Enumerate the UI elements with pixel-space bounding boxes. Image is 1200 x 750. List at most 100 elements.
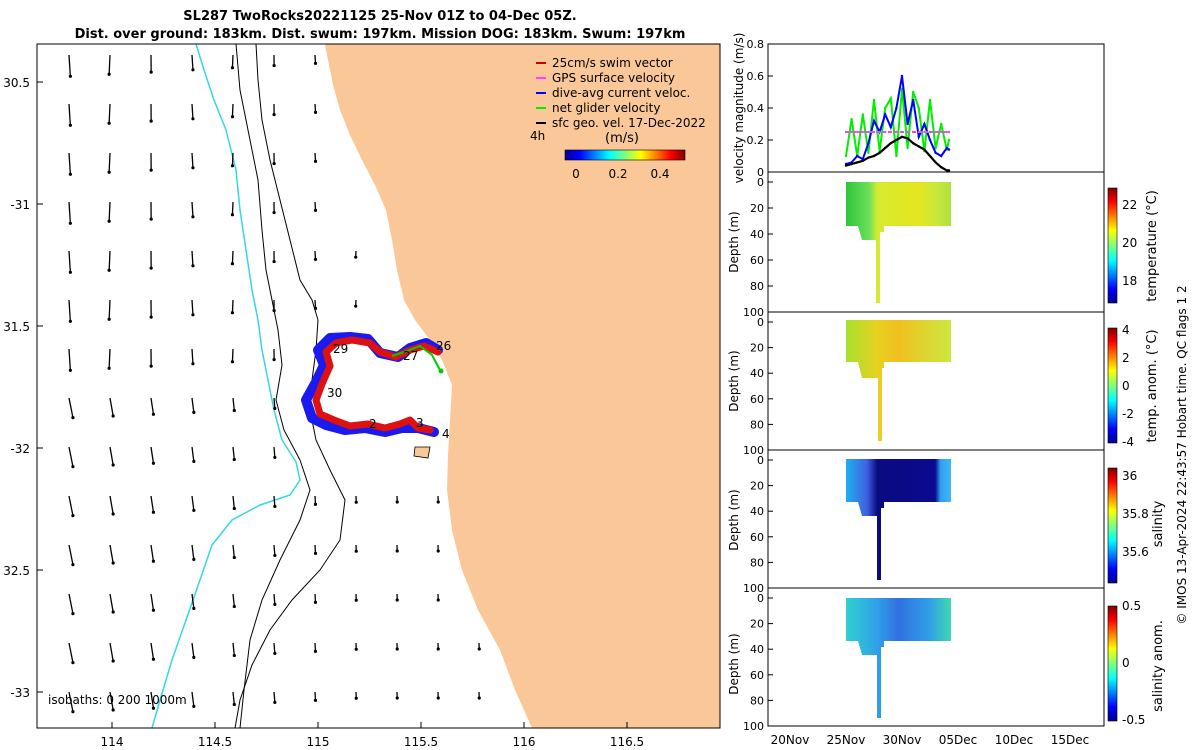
velocity-arrow-head [313, 208, 318, 212]
velocity-point [934, 151, 937, 154]
velocity-arrow-head [149, 266, 153, 270]
velocity-arrow-head [272, 308, 276, 313]
velocity-arrow-head [273, 651, 277, 656]
depth-tick-label: 60 [750, 669, 764, 682]
salinity-anomaly-cbar-tick-0.5: 0.5 [1122, 599, 1141, 613]
velocity-arrow [109, 691, 114, 711]
velocity-arrow [68, 348, 72, 371]
day-label-26: 26 [436, 339, 451, 353]
temp-anomaly-cbar-tick-neg2: -2 [1122, 407, 1134, 421]
velocity-arrow-head [191, 215, 195, 219]
velocity-arrow [232, 397, 235, 411]
figure-title-line1: SL287 TwoRocks20221125 25-Nov 01Z to 04-… [183, 9, 577, 24]
velocity-arrow-head [354, 255, 358, 259]
velocity-arrow-head [395, 647, 399, 651]
velocity-arrow [231, 152, 234, 166]
velocity-arrow [150, 397, 155, 415]
day-label-30: 30 [327, 386, 342, 400]
velocity-arrow-head [151, 608, 156, 612]
velocity-arrow [191, 397, 195, 413]
section-panels: Depth (m) 22 20 18 temperature (°C) Dept… [727, 171, 1166, 727]
velocity-arrow [68, 299, 72, 322]
velocity-point [917, 130, 920, 134]
velocity-arrow [232, 446, 235, 460]
depth-tick-label: 100 [743, 306, 764, 319]
depth-tick-label: 60 [750, 393, 764, 406]
velocity-arrow-head [354, 549, 358, 553]
depth-tick-label: 80 [750, 556, 764, 569]
velocity-arrow-head [230, 213, 235, 217]
velocity-arrow-head [232, 555, 236, 560]
velocity-point [900, 74, 904, 78]
velocity-arrow [231, 201, 234, 215]
velocity-point [906, 146, 909, 150]
velocity-arrow [273, 446, 276, 458]
island [413, 446, 431, 459]
velocity-arrow-head [192, 704, 196, 708]
velocity-point [912, 98, 915, 102]
velocity-arrow-head [230, 360, 235, 364]
velocity-arrow-head [191, 264, 195, 268]
velocity-arrow-head [272, 210, 276, 215]
velocity-point [923, 130, 926, 134]
depth-tick-label: 100 [743, 582, 764, 595]
velocity-arrow-head [354, 598, 358, 602]
velocity-arrow-head [232, 604, 236, 609]
velocity-point [934, 146, 937, 150]
velocity-arrow-head [436, 500, 440, 504]
velocity-arrow-head [192, 508, 196, 512]
velocity-arrow-head [191, 362, 195, 366]
velocity-point [861, 130, 864, 134]
time-tick-30nov: 30Nov [883, 733, 922, 747]
velocity-arrow-head [395, 549, 399, 553]
map-colorbar-tick-0.2: 0.2 [608, 167, 627, 181]
velocity-arrow-head [192, 606, 196, 610]
velocity-arrow-head [71, 710, 75, 714]
temperature-cbar-tick-18: 18 [1122, 274, 1137, 288]
depth-tick-label: 60 [750, 254, 764, 267]
velocity-point [856, 154, 859, 158]
lon-tick-114.5: 114.5 [198, 735, 232, 749]
velocity-point [884, 146, 887, 150]
velocity-point [878, 130, 881, 134]
velocity-arrow-head [230, 311, 235, 315]
velocity-arrow-head [71, 612, 75, 616]
legend-label-dive-avg: dive-avg current veloc. [552, 86, 690, 100]
velocity-arrow-head [71, 661, 75, 665]
velocity-arrow-head [107, 121, 111, 125]
velocity-arrow-head [68, 319, 72, 323]
velocity-ytick-label: 0 [757, 166, 764, 179]
salinity-panel: Depth (m) 36 35.8 35.6 salinity [727, 449, 1166, 589]
velocity-point [940, 154, 943, 158]
velocity-arrow-head [436, 647, 440, 651]
depth-tick-label: 20 [750, 342, 764, 355]
lat-tick-33: -33 [10, 686, 30, 700]
velocity-arrow-head [191, 68, 195, 72]
velocity-point [923, 122, 926, 126]
velocity-point [844, 130, 848, 134]
velocity-point [917, 145, 920, 148]
velocity-arrow-head [149, 364, 153, 368]
velocity-point [872, 119, 876, 123]
salinity-anomaly-section [846, 598, 951, 718]
velocity-arrow [68, 54, 72, 77]
velocity-arrow-head [230, 262, 235, 266]
velocity-point [947, 138, 951, 142]
velocity-arrow-head [107, 366, 111, 370]
temperature-section [846, 182, 951, 303]
surface-velocity-arrows [68, 54, 481, 714]
velocity-point [940, 166, 943, 169]
day-label-4: 4 [442, 427, 450, 441]
velocity-point [900, 130, 904, 134]
velocity-arrow-head [191, 166, 195, 170]
day-label-3: 3 [416, 416, 424, 430]
velocity-arrow [150, 495, 155, 513]
time-scale-label: 4h [530, 129, 545, 143]
velocity-arrow [68, 446, 74, 467]
lat-tick-31: -31 [10, 198, 30, 212]
velocity-arrow [191, 642, 195, 658]
salinity-ylabel: Depth (m) [727, 489, 741, 550]
velocity-arrow-head [477, 696, 481, 700]
velocity-arrow-head [192, 459, 196, 463]
velocity-point [861, 159, 864, 162]
